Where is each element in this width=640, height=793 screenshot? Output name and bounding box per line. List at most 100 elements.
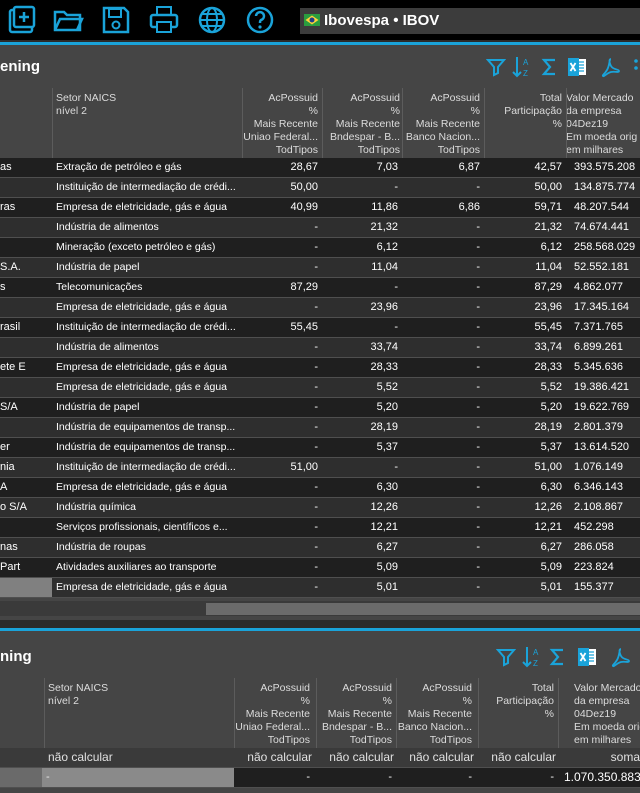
table-row[interactable]: A Empresa de eletricidade, gás e água - 6,3… <box>0 478 640 498</box>
acpossuid-uniao-cell: - <box>314 501 318 513</box>
table-row[interactable]: Mineração (exceto petróleo e gás) - 6,12 - 6… <box>0 238 640 258</box>
agg-col2[interactable]: não calcular <box>329 750 394 764</box>
table-row[interactable]: nas Indústria de roupas - 6,27 - 6,27 286.058 <box>0 538 640 558</box>
total-participacao-cell: 33,74 <box>534 341 562 353</box>
agg-col5[interactable]: soma <box>610 750 640 764</box>
valor-mercado-cell: 223.824 <box>574 561 614 573</box>
header-acpossuid-bndespar[interactable]: AcPossuid % Mais Recente Bndespar - B...… <box>329 92 400 156</box>
more-icon[interactable] <box>630 56 640 76</box>
company-name-cell: A <box>0 481 8 493</box>
sum-icon[interactable] <box>540 57 560 77</box>
help-icon[interactable] <box>244 4 276 36</box>
company-name-cell <box>0 378 50 397</box>
filter-icon[interactable] <box>496 647 516 667</box>
agg-col4[interactable]: não calcular <box>491 750 556 764</box>
table-row[interactable]: o S/A Indústria química - 12,26 - 12,26 2.108.… <box>0 498 640 518</box>
header-valor-mercado[interactable]: Valor Mercado da empresa 04Dez19 Em moed… <box>574 682 640 746</box>
acpossuid-uniao-cell: - <box>314 521 318 533</box>
aggregation-row: não calcular não calcular não calcular n… <box>0 748 640 768</box>
table-row[interactable]: nia Instituição de intermediação de crédi… <box>0 458 640 478</box>
header-setor-naics[interactable]: Setor NAICS nível 2 <box>48 682 109 707</box>
add-window-icon[interactable] <box>6 4 38 36</box>
total-participacao-cell: 5,01 <box>540 581 562 593</box>
svg-text:Z: Z <box>523 69 528 78</box>
setor-cell: Indústria de alimentos <box>56 341 159 353</box>
acpossuid-bndespar-cell: - <box>394 321 398 333</box>
header-acpossuid-uniao[interactable]: AcPossuid % Mais Recente Uniao Federal..… <box>235 682 310 746</box>
total-participacao-cell: 5,09 <box>540 561 562 573</box>
acpossuid-uniao-cell: - <box>314 341 318 353</box>
filter-icon[interactable] <box>486 57 506 77</box>
acpossuid-uniao-cell: - <box>314 541 318 553</box>
acpossuid-uniao-cell: 55,45 <box>290 321 318 333</box>
sum-icon[interactable] <box>548 647 568 667</box>
header-total-participacao[interactable]: Total Participação % <box>504 92 562 130</box>
total-participacao-cell: 5,20 <box>540 401 562 413</box>
table-row[interactable]: ete E Empresa de eletricidade, gás e água… <box>0 358 640 378</box>
header-setor-naics[interactable]: Setor NAICS nível 2 <box>56 92 117 117</box>
pdf-icon[interactable] <box>610 646 632 668</box>
panel-accent-line <box>0 628 640 631</box>
table-row[interactable]: Instituição de intermediação de crédi...… <box>0 178 640 198</box>
valor-mercado-cell: 17.345.164 <box>574 301 630 313</box>
company-name-cell: S.A. <box>0 261 21 273</box>
save-icon[interactable] <box>100 4 132 36</box>
header-acpossuid-uniao[interactable]: AcPossuid % Mais Recente Uniao Federal..… <box>243 92 318 156</box>
agg-setor[interactable]: não calcular <box>48 750 113 764</box>
sort-az-icon[interactable]: AZ <box>522 645 542 669</box>
header-acpossuid-bndes[interactable]: AcPossuid % Mais Recente Banco Nacion...… <box>397 682 472 746</box>
acpossuid-bndes-cell: - <box>476 181 480 193</box>
header-divider <box>402 88 403 158</box>
table-row[interactable]: Empresa de eletricidade, gás e água - 23,9… <box>0 298 640 318</box>
excel-icon[interactable] <box>576 646 598 668</box>
table-row[interactable]: S/A Indústria de papel - 5,20 - 5,20 19.622.76… <box>0 398 640 418</box>
table-row[interactable]: ras Empresa de eletricidade, gás e água 40… <box>0 198 640 218</box>
setor-cell: Serviços profissionais, científicos e... <box>56 521 228 533</box>
acpossuid-uniao-cell: - <box>314 241 318 253</box>
total-setor[interactable]: - <box>42 768 234 787</box>
open-folder-icon[interactable] <box>52 4 84 36</box>
table-row[interactable]: S.A. Indústria de papel - 11,04 - 11,04 52.552… <box>0 258 640 278</box>
setor-cell: Extração de petróleo e gás <box>56 161 182 173</box>
horizontal-scrollbar[interactable] <box>0 601 640 616</box>
pdf-icon[interactable] <box>600 56 622 78</box>
header-acpossuid-bndes[interactable]: AcPossuid % Mais Recente Banco Nacion...… <box>405 92 480 156</box>
scrollbar-thumb[interactable] <box>206 603 640 615</box>
acpossuid-uniao-cell: - <box>314 561 318 573</box>
globe-icon[interactable] <box>196 4 228 36</box>
acpossuid-bndes-cell: - <box>476 301 480 313</box>
table-row[interactable]: rasil Instituição de intermediação de cré… <box>0 318 640 338</box>
acpossuid-bndespar-cell: - <box>394 461 398 473</box>
agg-col1[interactable]: não calcular <box>247 750 312 764</box>
acpossuid-bndespar-cell: 5,20 <box>376 401 398 413</box>
table-row[interactable]: Part Atividades auxiliares ao transporte -… <box>0 558 640 578</box>
table-row[interactable]: Indústria de alimentos - 21,32 - 21,32 74.674… <box>0 218 640 238</box>
table-row[interactable]: Serviços profissionais, científicos e...… <box>0 518 640 538</box>
acpossuid-bndespar-cell: 6,12 <box>376 241 398 253</box>
ticker-selector[interactable]: Ibovespa • IBOV <box>300 8 640 34</box>
header-acpossuid-bndespar[interactable]: AcPossuid % Mais Recente Bndespar - B...… <box>321 682 392 746</box>
table-row[interactable]: as Extração de petróleo e gás 28,67 7,03 6,8… <box>0 158 640 178</box>
acpossuid-uniao-cell: - <box>314 301 318 313</box>
excel-icon[interactable] <box>566 56 588 78</box>
table-row[interactable]: er Indústria de equipamentos de transp...… <box>0 438 640 458</box>
print-icon[interactable] <box>148 4 180 36</box>
table-row[interactable]: Empresa de eletricidade, gás e água - 5,52… <box>0 378 640 398</box>
acpossuid-uniao-cell: - <box>314 361 318 373</box>
acpossuid-bndes-cell: - <box>476 581 480 593</box>
table-row[interactable]: Indústria de equipamentos de transp... - 2… <box>0 418 640 438</box>
table-row[interactable]: Indústria de alimentos - 33,74 - 33,74 6.899.… <box>0 338 640 358</box>
header-total-participacao[interactable]: Total Participação % <box>496 682 554 720</box>
table-row[interactable]: s Telecomunicações 87,29 - - 87,29 4.862.077 <box>0 278 640 298</box>
acpossuid-bndespar-cell: 5,37 <box>376 441 398 453</box>
header-valor-mercado[interactable]: Valor Mercado da empresa 04Dez19 Em moed… <box>566 92 638 156</box>
company-name-cell: er <box>0 441 10 453</box>
agg-col3[interactable]: não calcular <box>409 750 474 764</box>
company-name-cell: as <box>0 161 12 173</box>
sort-az-icon[interactable]: AZ <box>512 55 532 79</box>
setor-cell: Empresa de eletricidade, gás e água <box>56 201 228 213</box>
total-participacao-cell: 11,04 <box>535 261 562 273</box>
table-row[interactable]: Empresa de eletricidade, gás e água - 5,01… <box>0 578 640 598</box>
total-valor: 1.070.350.883 <box>564 770 640 784</box>
